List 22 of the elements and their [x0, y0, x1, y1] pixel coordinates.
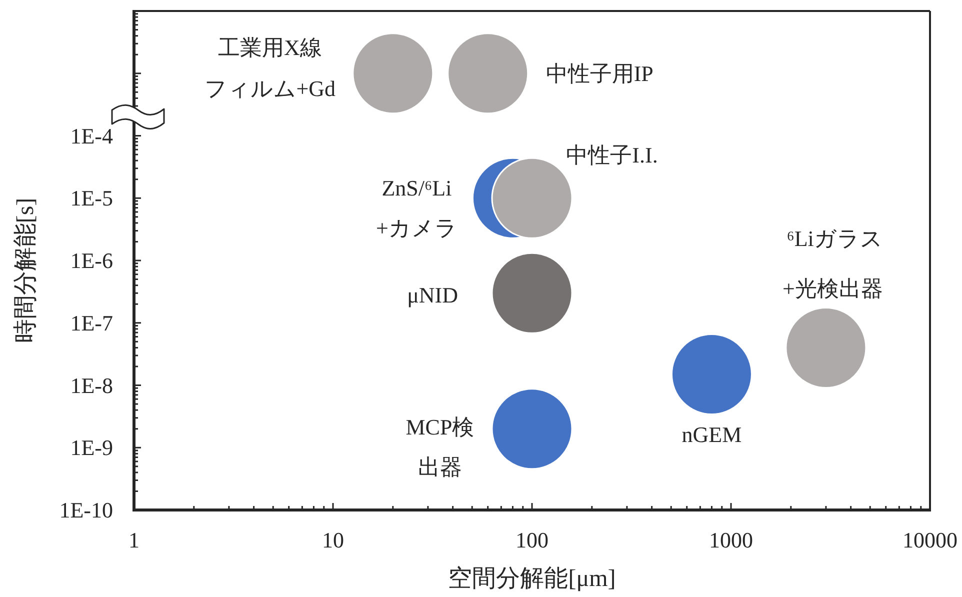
series-label: μNID	[407, 282, 458, 308]
y-axis-title: 時間分解能[s]	[13, 198, 39, 344]
y-tick-label: 1E-10	[59, 498, 113, 522]
series-label: ZnS/⁶Li +カメラ	[376, 176, 458, 241]
y-tick-label: 1E-9	[70, 435, 113, 460]
x-tick-label: 1	[128, 528, 140, 552]
x-tick-label: 1000	[709, 528, 753, 552]
series-label: nGEM	[682, 422, 742, 447]
x-tick-label: 10	[322, 528, 344, 552]
x-axis-title: 空間分解能[μm]	[448, 565, 616, 592]
series-label: MCP検出器	[406, 414, 474, 480]
series-label: ⁶Liガラス +光検出器	[782, 226, 883, 302]
series-label: 中性子I.I.	[566, 142, 658, 168]
x-tick-label: 100	[516, 528, 548, 552]
y-tick-label: 1E-8	[70, 372, 113, 398]
y-tick-label: 1E-4	[70, 123, 113, 148]
y-tick-label: 1E-5	[70, 186, 113, 211]
x-tick-label: 10000	[902, 528, 958, 552]
series-label: 中性子用IP	[546, 60, 654, 86]
series-label: 工業用X線フィルム+Gd	[204, 34, 336, 101]
y-tick-label: 1E-6	[70, 248, 113, 273]
y-tick-label: 1E-7	[70, 310, 113, 336]
